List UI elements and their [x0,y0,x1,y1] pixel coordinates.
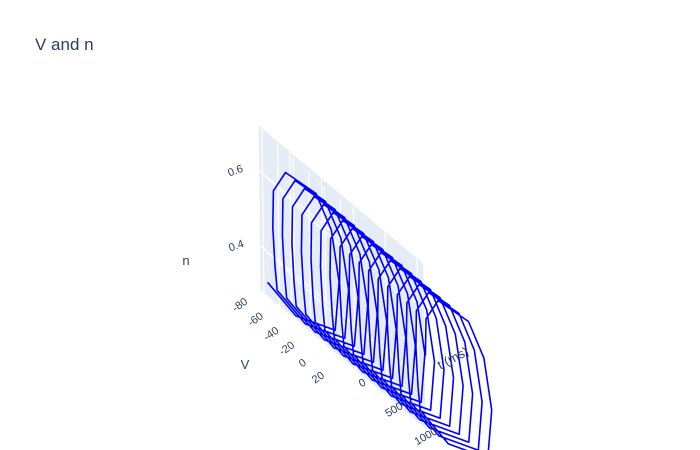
grid-v-floor [341,365,443,450]
axis-title-v: V [241,357,250,372]
grid-v-floor [279,307,446,448]
tick-label-v: 20 [310,369,327,386]
tick-label-n: 0.4 [227,238,245,255]
chart-title: V and n [35,35,94,54]
trace-layer [266,171,493,450]
grid-v-floor [310,336,447,450]
grid-t-back [289,151,293,317]
grid-v-left [276,143,281,309]
axis-title-n: n [182,253,189,268]
grid-v-left [339,201,343,367]
grid-t-back [257,124,261,291]
tick-label-t: 0 [357,377,368,390]
tick-label-v: -40 [262,325,282,344]
grid-v-floor [326,351,445,450]
grid-v-left [261,128,265,294]
grid-v-floor [263,293,430,433]
tick-label-v: -80 [230,296,250,315]
tick-label-v: -60 [246,310,266,329]
grid-n-left [258,169,345,251]
tick-label-v: 0 [297,357,309,370]
grid-n-back [259,244,426,385]
grid-v-left [308,172,312,338]
tick-label-v: -20 [277,339,297,358]
grid-v-floor [294,322,448,450]
tick-label-n: 0.6 [226,163,244,180]
trace-line [266,171,493,450]
